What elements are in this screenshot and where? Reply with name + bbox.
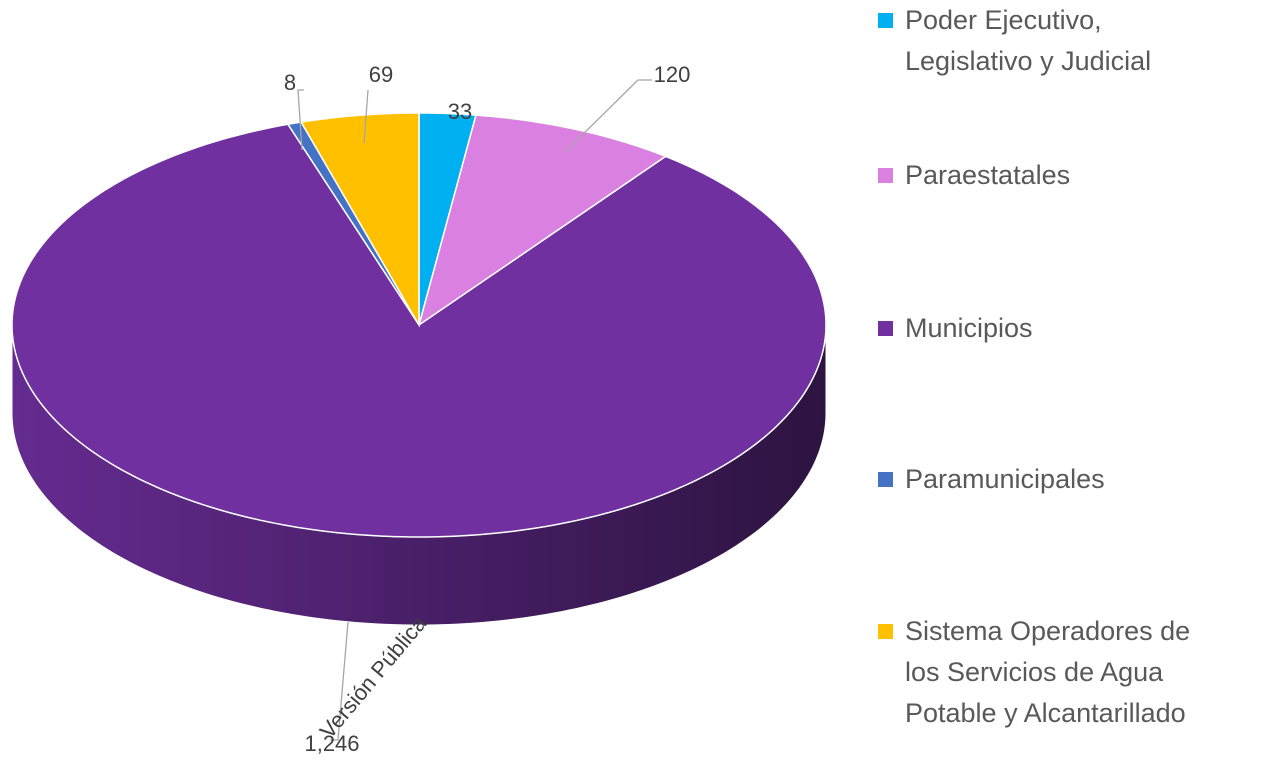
legend-label: Paraestatales: [905, 160, 1071, 190]
legend-swatch: [878, 13, 893, 28]
slice: [299, 112, 420, 328]
leader-line: [564, 79, 652, 153]
data-label: 8: [284, 70, 296, 95]
leader-line: [297, 89, 304, 151]
leader-line: [363, 89, 369, 144]
slice: [11, 123, 827, 538]
data-label: 33: [448, 99, 472, 124]
legend-swatch: [878, 472, 893, 487]
leader-line: [330, 621, 349, 741]
pie: [11, 112, 827, 626]
legend-label: Municipios: [905, 313, 1033, 343]
legend-item: Paraestatales: [878, 155, 1228, 196]
legend-swatch: [878, 321, 893, 336]
data-labels: 33 120 1,246 8 69: [284, 62, 690, 756]
legend-item: Sistema Operadores de los Servicios de A…: [878, 611, 1228, 734]
legend-label: Paramunicipales: [905, 464, 1105, 494]
legend-label: Sistema Operadores de los Servicios de A…: [905, 616, 1191, 728]
legend-item: Municipios: [878, 308, 1228, 349]
data-label: 120: [654, 62, 691, 87]
legend-swatch: [878, 168, 893, 183]
slice: [417, 114, 668, 327]
watermark: Versión Pública: [315, 610, 432, 743]
data-label: 69: [369, 62, 393, 87]
data-label: 1,246: [304, 731, 359, 756]
legend-item: Poder Ejecutivo, Legislativo y Judicial: [878, 0, 1228, 82]
legend-swatch: [878, 624, 893, 639]
legend-label: Poder Ejecutivo, Legislativo y Judicial: [905, 5, 1152, 76]
legend-item: Paramunicipales: [878, 459, 1228, 500]
